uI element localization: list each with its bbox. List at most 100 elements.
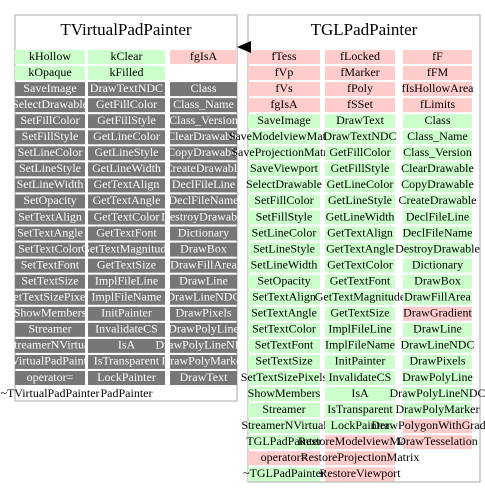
member-cell (15, 162, 85, 177)
member-name: DrawLineNDC (167, 290, 241, 304)
member-name: ~TVirtualPadPainter (0, 386, 99, 400)
member-name: fLocked (340, 49, 380, 63)
member-name: operator= (27, 370, 74, 384)
member-name: InitPainter (101, 306, 152, 320)
member-name: fF (432, 49, 443, 63)
member-name: GetFillColor (329, 145, 390, 159)
member-name: InvalidateCS (329, 370, 392, 384)
member-name: ShowMembers (248, 386, 321, 400)
member-cell (403, 130, 472, 145)
member-name: Class_Name (173, 97, 234, 111)
member-cell (403, 435, 472, 450)
member-cell (15, 258, 85, 273)
member-name: StreamerNVirtual (241, 418, 327, 432)
member-name: fVs (275, 81, 293, 95)
member-name: fPoly (347, 81, 373, 95)
member-cell (325, 258, 395, 273)
member-cell (15, 226, 85, 241)
member-cell (88, 82, 165, 97)
member-name: GetLineStyle (95, 145, 159, 159)
member-name: GetLineWidth (92, 161, 161, 175)
member-name: DrawPolygonWithGradient (371, 418, 485, 432)
member-name: DrawTesselation (397, 434, 477, 448)
member-cell (325, 290, 395, 305)
member-cell (403, 50, 472, 64)
member-cell (170, 82, 237, 97)
member-name: Class_Version (403, 145, 472, 159)
class-title: TVirtualPadPainter (60, 20, 192, 39)
member-name: GetTextMagnitude (315, 290, 405, 304)
member-name: SetFillColor (254, 193, 313, 207)
member-cell (248, 82, 320, 97)
member-cell (88, 146, 165, 161)
member-cell (15, 82, 85, 97)
member-name: DrawPixels (410, 354, 466, 368)
member-name: fLimits (420, 97, 456, 111)
member-name: SaveImage (23, 81, 76, 95)
member-cell (403, 194, 472, 209)
member-cell (325, 387, 395, 402)
member-cell (325, 226, 395, 241)
member-cell (170, 130, 237, 145)
member-name: PadPainter (101, 386, 153, 400)
member-name: fTess (271, 49, 296, 63)
member-name: ShowMembers (14, 306, 87, 320)
member-name: GetTextAngle (93, 193, 161, 207)
member-name: DrawText (336, 113, 384, 127)
member-name: LockPainter (97, 370, 156, 384)
member-cell (170, 290, 237, 305)
member-cell (170, 98, 237, 113)
member-cell (248, 146, 320, 161)
member-name: DrawPolyLine (168, 322, 239, 336)
member-cell (170, 194, 237, 209)
member-cell (15, 290, 85, 305)
member-cell (15, 66, 85, 81)
member-cell (88, 50, 165, 64)
member-cell (403, 66, 472, 81)
member-cell (248, 130, 320, 145)
member-cell (88, 178, 165, 193)
member-name: SetTextAngle (17, 225, 83, 239)
member-cell (325, 98, 395, 113)
member-name: Class (424, 113, 450, 127)
member-cell (170, 322, 237, 337)
member-name: SetTextFont (21, 257, 80, 271)
member-cell (248, 194, 320, 209)
member-name: SetFillStyle (22, 129, 79, 143)
member-cell (325, 371, 395, 385)
member-name: fVp (275, 65, 294, 79)
member-name: InitPainter (335, 354, 386, 368)
member-name: SetLineColor (252, 225, 317, 239)
member-name: kOpaque (28, 65, 71, 79)
member-cell (325, 130, 395, 145)
member-cell (88, 194, 165, 209)
member-cell (403, 354, 472, 369)
member-cell (325, 194, 395, 209)
member-name: GetTextFont (330, 273, 391, 287)
class-box: TVirtualPadPainter kHollow kOpaque SaveImag… (0, 14, 252, 402)
member-name: Dictionary (178, 225, 229, 239)
member-name: GetFillStyle (331, 161, 390, 175)
member-name: IsTransparent (94, 354, 160, 368)
member-name: DeclFileLine (406, 209, 469, 223)
member-cell (88, 114, 165, 129)
member-cell (170, 371, 237, 385)
member-cell (403, 210, 472, 225)
member-cell (403, 403, 472, 418)
member-name: DrawFillArea (404, 290, 471, 304)
member-cell (170, 226, 237, 241)
member-cell (325, 114, 395, 129)
class-title: TGLPadPainter (311, 20, 418, 39)
member-cell (325, 338, 395, 353)
member-cell (325, 322, 395, 337)
member-cell (15, 338, 85, 353)
member-name: SetTextColor (18, 241, 82, 255)
member-name: GetTextAngle (326, 241, 394, 255)
member-cell (248, 338, 320, 353)
member-cell (325, 146, 395, 161)
member-cell (248, 451, 320, 466)
member-cell (403, 290, 472, 305)
member-cell (248, 322, 320, 337)
member-cell (403, 226, 472, 241)
